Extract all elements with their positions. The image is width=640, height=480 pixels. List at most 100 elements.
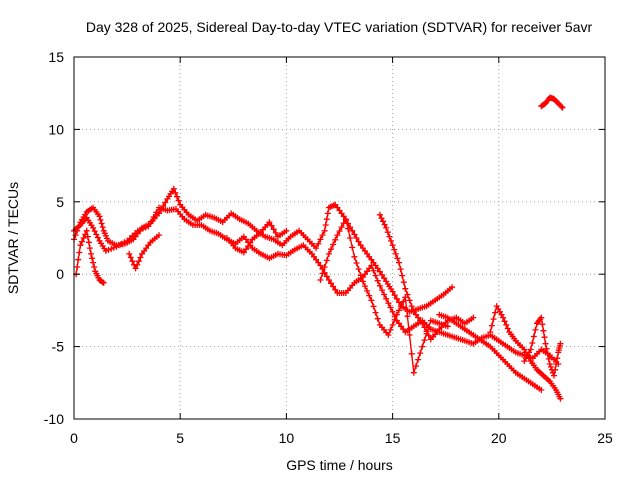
data-point — [385, 300, 392, 307]
data-point — [379, 271, 385, 278]
data-point — [378, 215, 385, 222]
data-point — [370, 267, 377, 274]
data-point — [80, 235, 87, 241]
data-point — [544, 350, 551, 357]
data-point — [156, 232, 162, 239]
data-point — [380, 218, 386, 225]
data-point — [394, 255, 401, 262]
series-track-4 — [126, 232, 162, 272]
y-tick-label: -10 — [44, 411, 64, 427]
data-point — [490, 316, 497, 323]
data-point — [387, 326, 394, 333]
data-point — [425, 332, 432, 339]
data-point — [374, 265, 381, 272]
data-point — [319, 270, 326, 277]
data-point — [140, 225, 146, 232]
data-point — [245, 243, 252, 249]
data-point — [317, 277, 324, 283]
data-point — [134, 227, 141, 234]
series-track-11 — [538, 94, 566, 111]
data-point — [488, 322, 495, 329]
data-point — [423, 328, 430, 335]
data-point — [539, 321, 546, 328]
x-tick-label: 0 — [70, 430, 78, 446]
data-point — [379, 287, 385, 294]
data-point — [543, 345, 550, 352]
data-point — [175, 197, 182, 204]
data-point — [347, 235, 354, 241]
tick-layer: 0 5 10 15 20 25 -10 -5 0 5 10 15 — [44, 49, 613, 446]
data-point — [349, 244, 356, 251]
data-point — [97, 216, 104, 223]
data-point — [470, 314, 477, 321]
data-point — [332, 236, 339, 243]
data-point — [134, 261, 141, 268]
data-point — [402, 285, 409, 292]
data-point — [406, 332, 413, 338]
data-point — [540, 327, 547, 334]
data-point — [364, 287, 371, 294]
data-point — [342, 216, 349, 223]
data-point — [399, 272, 406, 279]
data-point — [359, 278, 366, 285]
data-point — [374, 277, 381, 284]
data-point — [76, 249, 83, 256]
data-point — [323, 273, 330, 280]
data-point — [322, 222, 329, 228]
data-point — [503, 321, 510, 328]
data-point — [321, 227, 328, 234]
data-point — [174, 193, 180, 200]
data-point — [132, 265, 139, 272]
data-point — [381, 275, 388, 282]
data-point — [355, 266, 362, 273]
data-point — [366, 292, 373, 299]
data-point — [150, 214, 157, 220]
series-line — [73, 206, 559, 365]
data-point — [332, 286, 339, 293]
data-point — [336, 228, 343, 235]
data-point — [389, 321, 396, 328]
data-point — [110, 244, 117, 251]
data-point — [162, 199, 169, 206]
x-axis-label: GPS time / hours — [286, 457, 393, 473]
data-point — [538, 387, 545, 393]
data-point — [532, 326, 539, 333]
data-point — [372, 272, 379, 279]
data-point — [538, 314, 545, 321]
data-point — [85, 239, 92, 246]
data-point — [396, 259, 402, 266]
data-point — [542, 340, 549, 347]
data-point — [345, 225, 351, 232]
data-point — [444, 323, 451, 330]
data-point — [84, 233, 91, 240]
data-point — [557, 395, 564, 402]
data-point — [315, 240, 322, 247]
data-point — [376, 282, 383, 289]
data-point — [99, 224, 106, 231]
data-point — [419, 343, 426, 350]
data-point — [353, 260, 360, 266]
data-point — [135, 258, 142, 265]
data-point — [362, 283, 368, 290]
x-tick-label: 15 — [385, 430, 401, 446]
data-point — [415, 356, 422, 363]
data-point — [91, 264, 98, 270]
data-point — [559, 104, 566, 111]
data-point — [487, 329, 494, 336]
data-point — [270, 226, 277, 233]
data-point — [408, 303, 415, 310]
data-point — [126, 250, 133, 257]
data-point — [396, 307, 402, 314]
data-point — [417, 350, 424, 357]
data-point — [384, 229, 391, 236]
data-point — [419, 320, 426, 327]
data-point — [351, 231, 358, 238]
data-point — [266, 219, 273, 226]
data-point — [137, 254, 144, 261]
data-point — [156, 210, 162, 217]
data-point — [243, 246, 249, 253]
data-point — [325, 277, 332, 283]
series-track-6 — [317, 216, 451, 376]
series-track-3 — [73, 227, 107, 286]
